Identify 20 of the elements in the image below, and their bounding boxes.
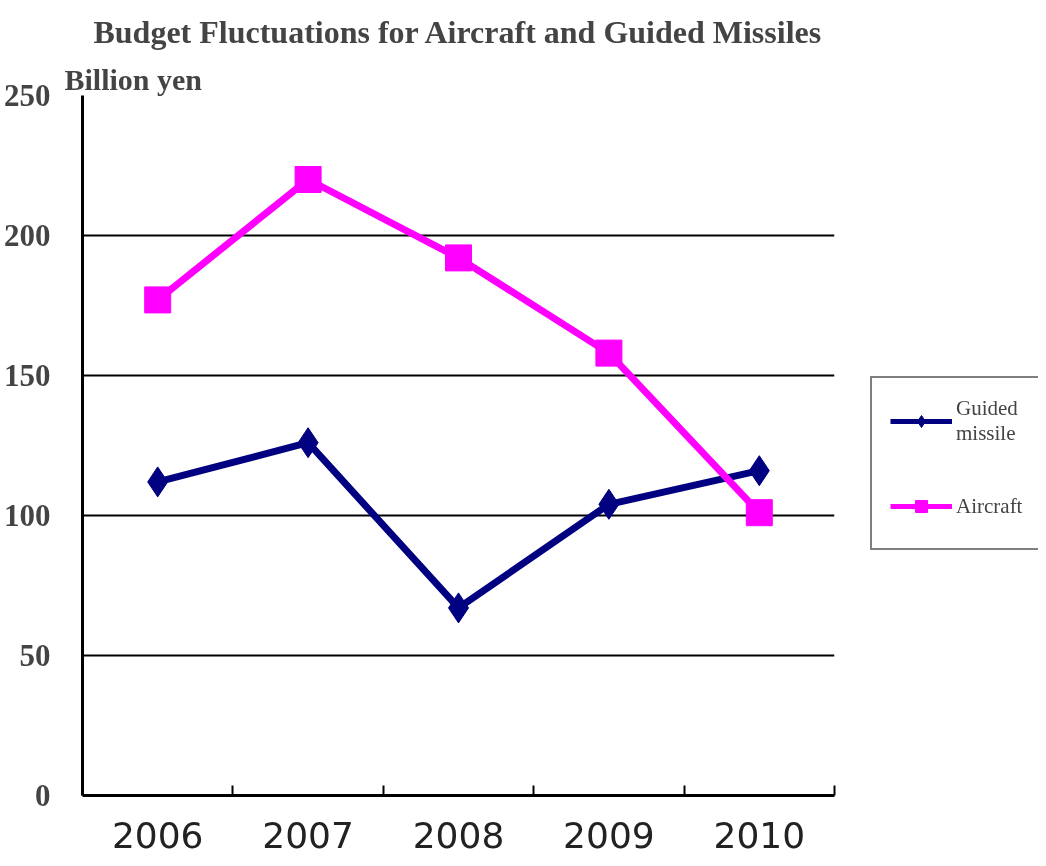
- legend-label: Guided missile: [956, 396, 1018, 446]
- y-tick-label: 50: [19, 638, 51, 673]
- x-tick-label: 2010: [713, 814, 806, 856]
- point: [144, 286, 172, 314]
- y-axis-title: Billion yen: [64, 62, 203, 96]
- legend-label: Aircraft: [956, 492, 1023, 520]
- x-tick-label: 2009: [563, 814, 655, 856]
- y-tick-label: 200: [4, 218, 51, 253]
- y-tick-label: 150: [4, 358, 51, 393]
- point: [595, 339, 623, 367]
- y-tick-label: 0: [35, 778, 51, 813]
- point: [745, 499, 773, 527]
- x-tick-label: 2006: [111, 814, 204, 856]
- point: [294, 166, 322, 193]
- y-tick-label: 250: [4, 78, 51, 113]
- chart-title: Budget Fluctuations for Aircraft and Guided Missiles: [93, 13, 822, 50]
- point: [445, 244, 472, 272]
- x-tick-label: 2007: [262, 814, 354, 856]
- x-tick-label: 2008: [412, 814, 505, 856]
- y-tick-label: 100: [4, 498, 51, 533]
